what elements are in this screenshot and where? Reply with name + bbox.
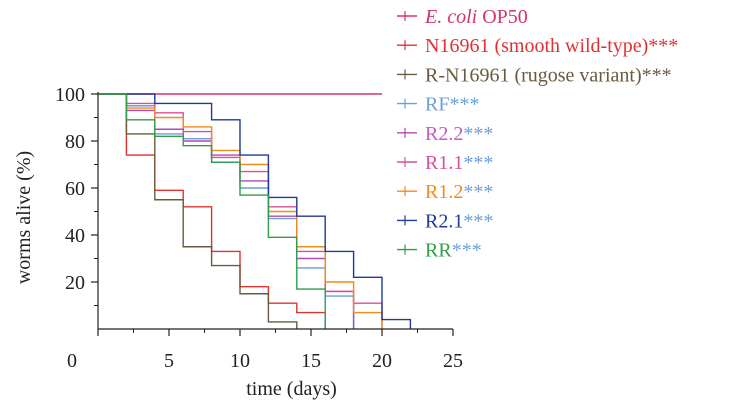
significance-marker: *** — [463, 152, 493, 174]
legend-label: R2.2*** — [425, 123, 493, 145]
y-tick-label: 80 — [65, 131, 85, 153]
x-tick-label: 10 — [230, 350, 250, 372]
significance-marker: *** — [452, 240, 482, 262]
x-axis-title: time (days) — [246, 378, 337, 400]
x-tick-label: 15 — [301, 350, 321, 372]
axes: 0 5 10 15 20 25 20 40 60 80 100 time (days) worms al… — [13, 84, 463, 400]
significance-marker: *** — [449, 94, 479, 116]
legend-label: R-N16961 (rugose variant)*** — [425, 64, 672, 86]
legend-label: E. coli OP50 — [424, 6, 528, 28]
legend-label: R1.1*** — [425, 152, 493, 174]
x-tick-label: 5 — [164, 350, 174, 372]
series-line-8 — [98, 93, 326, 329]
legend-label: RR*** — [425, 240, 482, 262]
legend-label: R2.1*** — [425, 210, 493, 232]
legend-label: N16961 (smooth wild-type)*** — [425, 35, 678, 57]
significance-marker: *** — [463, 123, 493, 145]
series-line-2 — [98, 93, 298, 329]
significance-marker: *** — [463, 181, 493, 203]
legend: E. coli OP50 N16961 (smooth wild-type)***… — [397, 6, 678, 262]
significance-marker: *** — [463, 210, 493, 232]
series-line-4 — [98, 93, 355, 329]
legend-label: R1.2*** — [425, 181, 493, 203]
series-line-3 — [98, 93, 355, 329]
y-tick-label: 20 — [65, 272, 85, 294]
y-axis-title: worms alive (%) — [13, 151, 35, 284]
legend-label: RF*** — [425, 94, 479, 116]
plot-lines — [98, 93, 412, 329]
y-tick-label: 60 — [65, 178, 85, 200]
y-tick-label: 40 — [65, 225, 85, 247]
x-tick-label: 25 — [443, 350, 463, 372]
y-tick-label: 100 — [55, 84, 85, 106]
x-tick-label: 0 — [67, 350, 77, 372]
x-tick-label: 20 — [372, 350, 392, 372]
